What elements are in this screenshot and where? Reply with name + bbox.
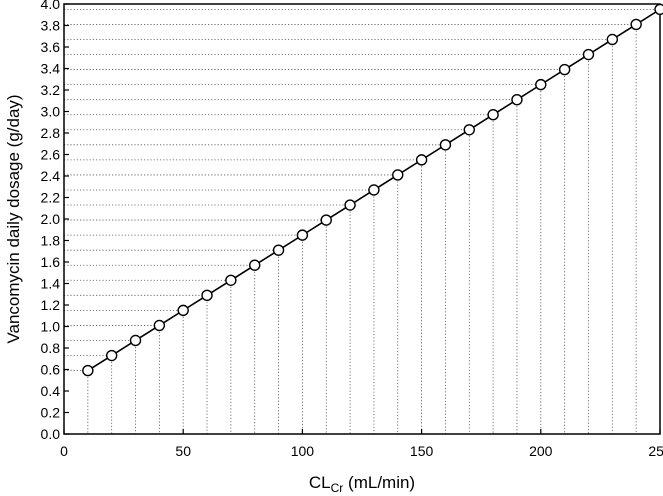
x-tick-label: 150 (410, 443, 434, 459)
data-point (392, 169, 404, 181)
data-point (535, 78, 547, 91)
y-tick-label: 2.4 (41, 168, 61, 184)
y-tick-label: 2.8 (41, 125, 61, 141)
y-tick-label: 3.8 (41, 18, 61, 34)
data-point (177, 304, 189, 317)
data-point (272, 244, 285, 256)
y-tick-label: 3.4 (41, 61, 61, 77)
data-point (511, 93, 523, 106)
data-point (225, 274, 237, 286)
data-point (487, 109, 499, 121)
data-point (105, 349, 118, 362)
data-point (129, 334, 142, 347)
y-tick-label: 2.6 (41, 147, 61, 163)
y-tick-label: 1.6 (41, 254, 61, 270)
data-point (582, 48, 595, 61)
y-tick-label: 1.0 (41, 319, 61, 335)
y-tick-label: 1.2 (41, 297, 61, 313)
y-tick-label: 0.2 (41, 405, 61, 421)
data-point (606, 33, 619, 46)
data-point (415, 154, 428, 166)
x-tick-label: 250 (648, 443, 663, 459)
x-axis-title-sub: Cr (331, 481, 344, 495)
y-tick-label: 0.8 (41, 340, 61, 356)
data-point (439, 139, 452, 151)
y-tick-label: 0.0 (41, 426, 61, 442)
data-point (296, 229, 309, 241)
data-point (344, 199, 356, 211)
x-tick-label: 200 (529, 443, 553, 459)
y-tick-label: 3.0 (41, 104, 61, 120)
drop-lines (64, 8, 661, 434)
axis-ticks: 0.0 0.2 0.4 0.6 0.8 1.0 1.2 1.4 1.6 1.8 2.0 2.2 2.4 2… (41, 0, 663, 459)
y-tick-label: 4.0 (41, 0, 61, 12)
y-tick-label: 3.2 (41, 82, 61, 98)
x-axis-title-unit: (mL/min) (343, 473, 415, 492)
data-point (201, 289, 213, 302)
y-axis-title: Vancomycin daily dosage (g/day) (4, 94, 23, 343)
y-tick-label: 2.2 (41, 190, 61, 206)
plot-frame (63, 3, 661, 435)
series (82, 3, 663, 377)
x-tick-label: 100 (291, 443, 315, 459)
data-point (82, 364, 94, 377)
y-tick-label: 3.6 (41, 39, 61, 55)
x-axis-title-main: CL (309, 473, 331, 492)
y-tick-label: 0.4 (41, 383, 61, 399)
data-point (630, 18, 642, 31)
data-point (249, 259, 261, 271)
x-tick-label: 50 (175, 443, 191, 459)
y-tick-label: 1.4 (41, 276, 61, 292)
y-tick-label: 1.8 (41, 233, 61, 249)
x-tick-label: 0 (60, 443, 68, 459)
y-tick-label: 0.6 (41, 362, 61, 378)
data-point (153, 319, 166, 332)
data-point (654, 3, 663, 16)
data-point (320, 214, 332, 226)
data-point (368, 184, 380, 196)
data-point (558, 63, 571, 76)
x-axis-title: CLCr (mL/min) (309, 473, 415, 495)
y-tick-label: 2.0 (41, 211, 61, 227)
data-point (463, 124, 475, 136)
